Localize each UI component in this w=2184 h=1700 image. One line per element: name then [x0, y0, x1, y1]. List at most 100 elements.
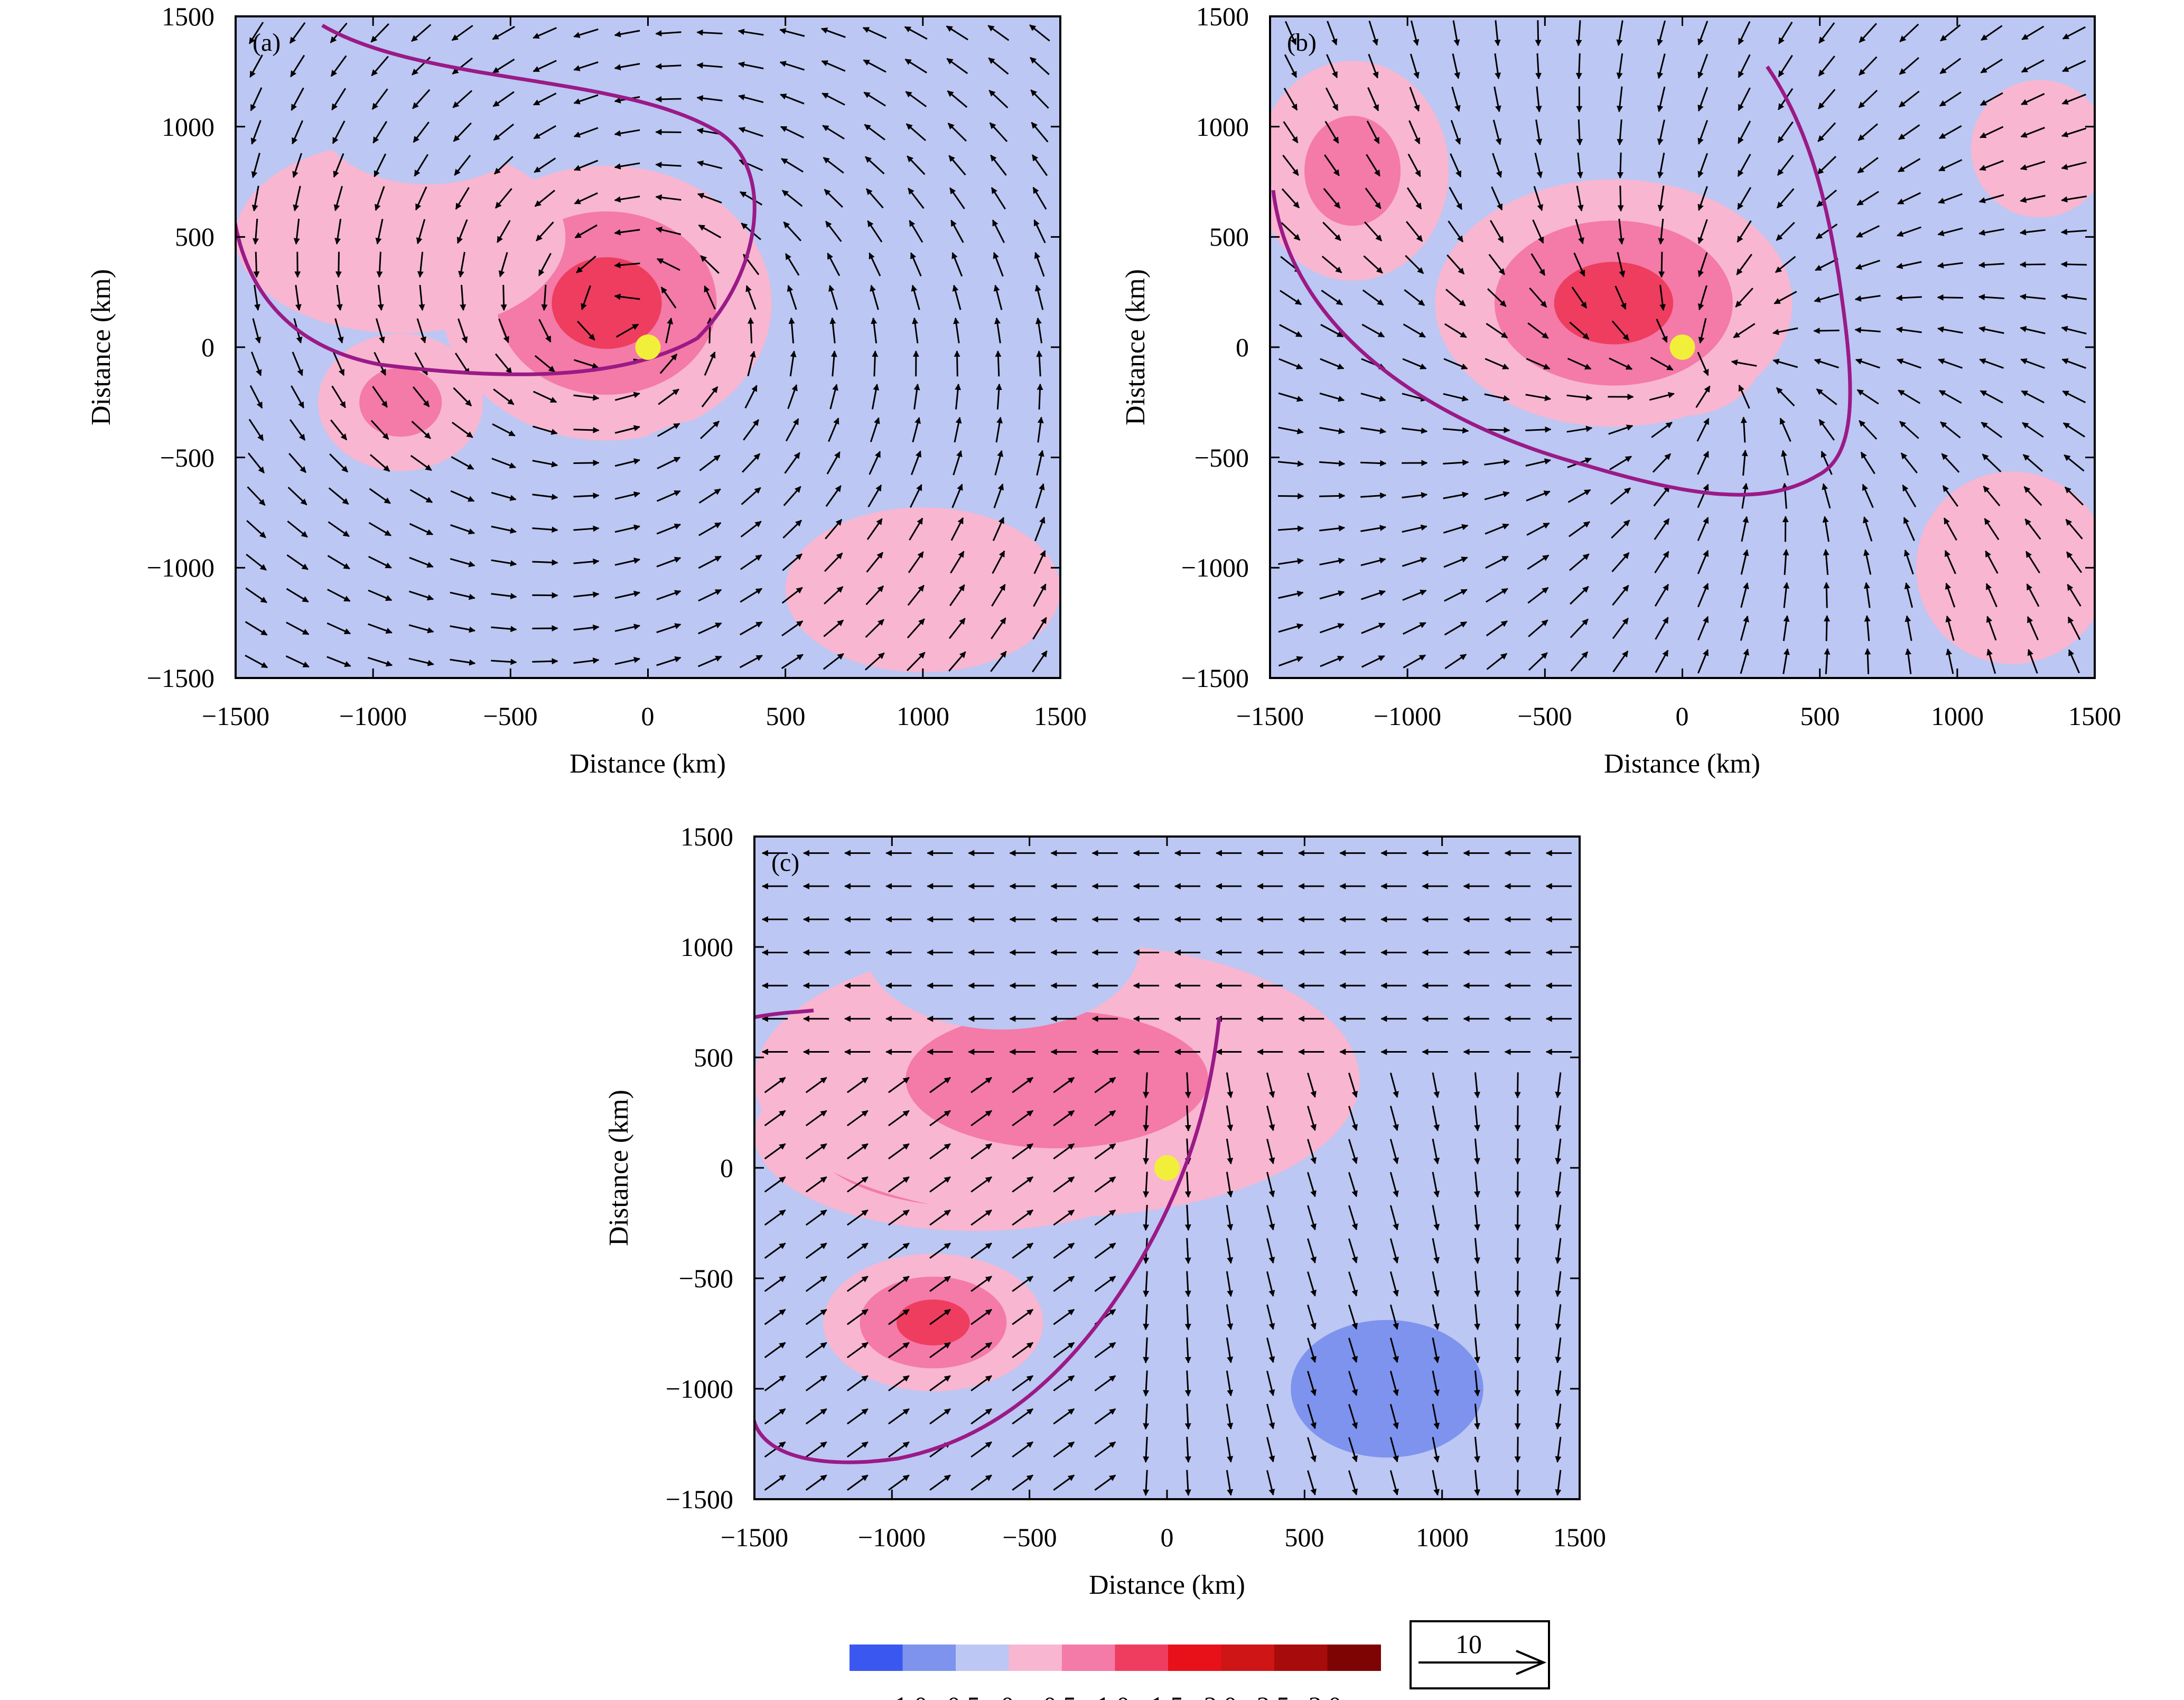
wind-vector: [2023, 486, 2042, 506]
wind-vector: [416, 219, 426, 245]
wind-vector: [1403, 323, 1426, 338]
wind-vector: [1863, 549, 1872, 575]
wind-vector: [1898, 389, 1921, 404]
wind-vector: [1945, 582, 1956, 608]
wind-vector: [455, 187, 470, 210]
wind-vector: [1474, 1370, 1480, 1397]
wind-vector: [740, 554, 762, 570]
wind-vector: [1348, 1271, 1358, 1297]
panel-label-c: (c): [771, 849, 799, 877]
wind-vector: [1283, 121, 1299, 144]
x-tick-label: −1500: [1236, 701, 1304, 731]
wind-vector: [909, 517, 923, 541]
wind-vector: [970, 1308, 992, 1325]
wind-vector: [824, 586, 844, 605]
wind-vector: [491, 458, 516, 469]
wind-vector: [415, 186, 427, 211]
wind-vector: [2061, 326, 2087, 335]
wind-vector: [331, 88, 347, 110]
wind-vector: [846, 1441, 869, 1458]
wind-vector: [289, 419, 306, 441]
wind-vector: [1389, 1205, 1399, 1231]
wind-vector: [1184, 1470, 1191, 1496]
y-axis-title-c: Distance (km): [604, 1090, 634, 1246]
wind-vector: [764, 1110, 786, 1127]
wind-vector: [929, 1242, 951, 1259]
wind-vector: [534, 355, 555, 373]
wind-vector: [704, 351, 716, 376]
wind-vector: [247, 486, 266, 506]
wind-vector: [846, 1110, 869, 1127]
wind-vector: [1817, 155, 1836, 175]
wind-vector: [1432, 1370, 1440, 1397]
wind-vector: [451, 456, 474, 470]
wind-vector: [1324, 120, 1339, 144]
wind-vector: [1697, 351, 1709, 376]
wind-vector: [254, 285, 260, 311]
wind-vector: [1488, 254, 1505, 275]
wind-vector: [1184, 1436, 1191, 1463]
wind-vector: [865, 156, 885, 174]
wind-vector: [1490, 220, 1504, 243]
wind-vector: [1053, 1209, 1075, 1226]
wind-vector: [1446, 254, 1465, 275]
wind-vector: [332, 120, 346, 144]
wind-vector: [1184, 1337, 1191, 1364]
colorbar-labels: −1.0 −0.5 0 0.5 1.0 1.5 2.0 2.5 3.0: [880, 1691, 1342, 1700]
wind-vector: [948, 651, 966, 672]
wind-vector: [1980, 58, 2003, 73]
wind-vector: [1697, 517, 1709, 541]
wind-vector: [1402, 622, 1426, 635]
wind-vector: [2022, 454, 2043, 472]
wind-vector: [1143, 1172, 1150, 1198]
wind-vector: [1363, 255, 1383, 274]
wind-vector: [1226, 1106, 1234, 1131]
wind-vector: [1576, 152, 1583, 179]
wind-vector: [805, 1176, 827, 1193]
colorbar-label: 0.5: [1043, 1691, 1077, 1700]
wind-vector: [1656, 319, 1668, 343]
wind-vector: [1278, 558, 1304, 565]
field-contour: [1554, 262, 1674, 345]
wind-vector: [1772, 327, 1798, 336]
wind-vector: [1738, 54, 1751, 78]
wind-vector: [1360, 557, 1386, 566]
colorbar-swatch: [1062, 1645, 1116, 1671]
wind-vector: [1650, 357, 1674, 371]
wind-vector: [367, 657, 393, 667]
wind-vector: [1143, 1271, 1150, 1297]
field-contour: [455, 526, 676, 609]
wind-vector: [2061, 94, 2086, 105]
wind-vector: [829, 317, 836, 343]
wind-vector: [532, 494, 558, 500]
wind-vector: [866, 518, 883, 540]
wind-vector: [250, 87, 263, 112]
wind-vector: [1616, 53, 1623, 79]
wind-vector: [1266, 1172, 1275, 1197]
axis-ticks-c: [753, 835, 1581, 1500]
wind-vector: [1033, 550, 1046, 574]
wind-vector: [991, 583, 1006, 607]
y-tick-label: 500: [694, 1043, 733, 1072]
wind-vector: [1609, 357, 1633, 370]
wind-vector: [1856, 191, 1879, 206]
wind-vector: [739, 655, 763, 668]
wind-vector: [494, 353, 512, 374]
wind-vector: [1738, 21, 1751, 45]
wind-vector: [910, 450, 922, 476]
y-tick-label: −1000: [666, 1374, 733, 1404]
wind-vector: [1037, 383, 1043, 410]
wind-vector: [1896, 326, 1922, 333]
wind-vector: [1697, 252, 1708, 277]
wind-vector: [696, 29, 723, 36]
wind-vector: [1944, 550, 1956, 574]
wind-vector: [1938, 159, 1963, 172]
wind-vector: [1494, 20, 1501, 47]
wind-vector: [1491, 186, 1503, 211]
wind-vector: [1617, 185, 1624, 212]
wind-vector: [1573, 252, 1585, 277]
wind-vector: [1266, 1072, 1275, 1098]
wind-vector: [1937, 326, 1963, 334]
wind-vector: [1824, 648, 1831, 674]
wind-vector: [368, 522, 391, 536]
